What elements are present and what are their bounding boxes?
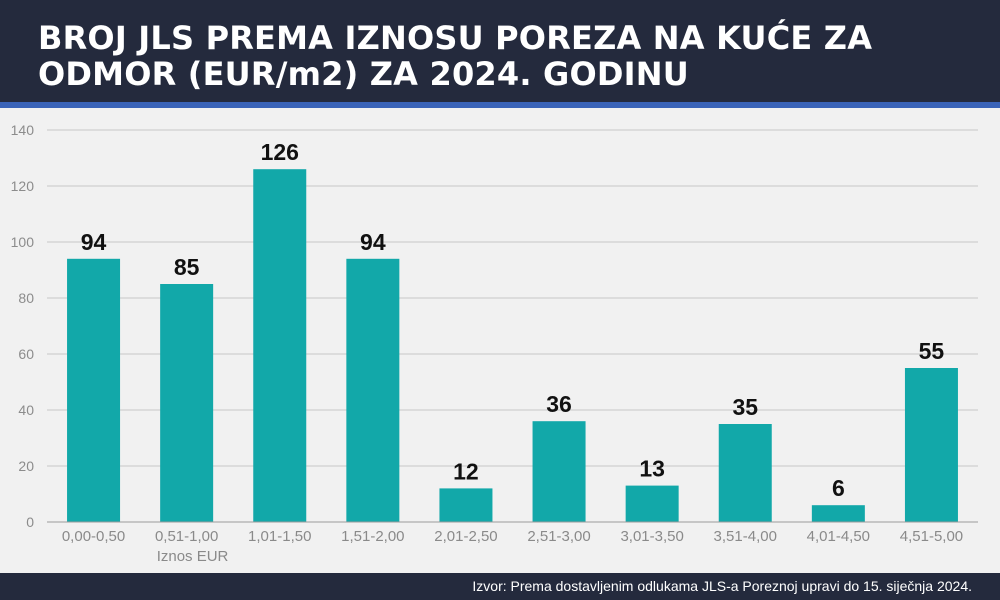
y-axis-ticks: 0 20 40 60 80 100 120 140 [11,122,35,530]
bars [67,169,958,522]
header-bar: BROJ JLS PREMA IZNOSU POREZA NA KUĆE ZA … [0,0,1000,102]
data-label: 55 [919,338,945,364]
bar [253,169,307,522]
x-axis-label: Iznos EUR [157,548,229,565]
data-label: 13 [639,456,665,482]
data-label: 35 [732,394,758,420]
x-tick-label: 2,01-2,50 [434,528,497,545]
y-tick-label: 80 [18,290,34,306]
footer-bar: Izvor: Prema dostavljenim odlukama JLS-a… [0,573,1000,600]
y-tick-label: 120 [11,178,35,194]
bar [532,421,586,522]
bar [160,284,214,522]
x-tick-label: 0,51-1,00 [155,528,218,545]
y-tick-label: 140 [11,122,35,138]
y-tick-label: 20 [18,458,34,474]
data-label: 85 [174,254,200,280]
chart-area: 0 20 40 60 80 100 120 140 94 85 126 94 12 36 13 35 6 55 … [0,108,1000,573]
data-label: 12 [453,458,479,484]
x-tick-label: 3,51-4,00 [714,528,777,545]
source-note: Izvor: Prema dostavljenim odlukama JLS-a… [472,578,972,594]
x-axis-ticks: 0,00-0,50 0,51-1,00 1,01-1,50 1,51-2,00 2,01… [62,528,963,545]
bar [811,505,865,522]
x-tick-label: 1,01-1,50 [248,528,311,545]
bar [67,258,121,522]
chart-title: BROJ JLS PREMA IZNOSU POREZA NA KUĆE ZA … [38,19,873,93]
data-label: 94 [81,229,107,255]
bar [439,488,493,522]
data-label: 36 [546,391,572,417]
bar [625,485,679,522]
x-tick-label: 4,01-4,50 [807,528,870,545]
y-tick-label: 0 [26,514,34,530]
x-tick-label: 3,01-3,50 [620,528,683,545]
data-labels: 94 85 126 94 12 36 13 35 6 55 [81,139,945,501]
header-accent-stripe [0,102,1000,108]
data-label: 94 [360,229,386,255]
x-tick-label: 0,00-0,50 [62,528,125,545]
x-tick-label: 1,51-2,00 [341,528,404,545]
data-label: 126 [261,139,299,165]
data-label: 6 [832,475,845,501]
x-tick-label: 2,51-3,00 [527,528,590,545]
y-tick-label: 60 [18,346,34,362]
y-tick-label: 40 [18,402,34,418]
x-tick-label: 4,51-5,00 [900,528,963,545]
bar [904,368,958,522]
bar [346,258,400,522]
bar [718,424,772,522]
y-tick-label: 100 [11,234,35,250]
